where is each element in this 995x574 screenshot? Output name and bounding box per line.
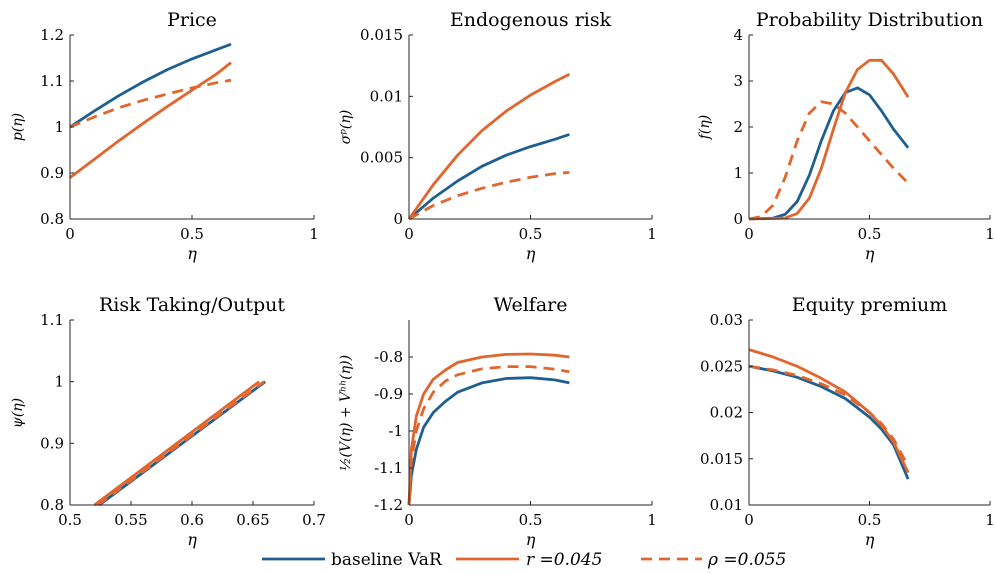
x-axis-label: η bbox=[526, 530, 536, 549]
legend-label-rho: ρ =0.055 bbox=[707, 550, 786, 570]
x-tick-label: 1 bbox=[647, 225, 657, 243]
x-tick-label: 1 bbox=[985, 511, 995, 529]
x-tick-label: 0.5 bbox=[858, 225, 882, 243]
y-tick-label: 0.9 bbox=[40, 164, 64, 182]
y-axis-label: σᵖ(η) bbox=[338, 110, 354, 144]
y-tick-label: 3 bbox=[733, 72, 743, 90]
y-tick-label: -0.8 bbox=[374, 348, 403, 366]
x-tick-label: 0 bbox=[404, 225, 414, 243]
y-axis-label: p(η) bbox=[10, 113, 26, 141]
series-line-baseline bbox=[408, 133, 570, 221]
panel-title: Endogenous risk bbox=[450, 9, 612, 31]
series-line-r bbox=[407, 352, 570, 506]
panel-6: 0 0.5 1 0.01 0.015 0.02 0.025 0.03 Equity premiu… bbox=[700, 294, 995, 549]
panel-5: 0 0.5 1 -1.2 -1.1 -1 -0.9 -0.8 Welfare η ½(V(η) + … bbox=[338, 294, 657, 549]
series-line-rho bbox=[408, 171, 570, 221]
y-tick-label: 2 bbox=[733, 118, 743, 136]
legend-label-r: r =0.045 bbox=[526, 550, 602, 570]
series-line-rho bbox=[748, 100, 910, 221]
x-tick-label: 0.55 bbox=[114, 511, 147, 529]
panel-title: Equity premium bbox=[792, 294, 948, 316]
panel-1: 0 0.5 1 0.8 0.9 1 1.1 1.2 Price η p(η) bbox=[10, 9, 319, 263]
y-tick-label: 0 bbox=[393, 210, 403, 228]
x-tick-label: 0.5 bbox=[519, 511, 543, 529]
panel-4: 0.5 0.55 0.6 0.65 0.7 0.8 0.9 1 1.1 Risk Taking/O… bbox=[10, 294, 326, 549]
series-line-baseline bbox=[98, 380, 267, 507]
y-tick-label: 0.015 bbox=[700, 450, 743, 468]
y-tick-label: 0.9 bbox=[40, 434, 64, 452]
y-tick-label: 0.01 bbox=[710, 496, 743, 514]
series-line-baseline bbox=[407, 376, 570, 506]
y-tick-label: 1 bbox=[54, 373, 64, 391]
panel-title: Price bbox=[167, 9, 217, 31]
x-tick-label: 0.5 bbox=[58, 511, 82, 529]
x-tick-label: 0.6 bbox=[180, 511, 204, 529]
y-axis-label: ½(V(η) + Vʰʰ(η)) bbox=[338, 355, 354, 471]
x-tick-label: 0 bbox=[65, 225, 75, 243]
x-tick-label: 0.5 bbox=[858, 511, 882, 529]
x-tick-label: 0.5 bbox=[519, 225, 543, 243]
legend: baseline VaR r =0.045 ρ =0.055 bbox=[262, 550, 786, 570]
y-tick-label: -1 bbox=[388, 422, 403, 440]
series-line-r bbox=[69, 61, 232, 179]
panel-title: Probability Distribution bbox=[756, 9, 983, 31]
y-axis-label: ψ(η) bbox=[10, 398, 26, 428]
y-tick-label: 0.8 bbox=[40, 210, 64, 228]
series-line-r bbox=[407, 73, 571, 220]
x-axis-label: η bbox=[187, 530, 197, 549]
series-line-baseline bbox=[69, 42, 232, 129]
x-tick-label: 0 bbox=[744, 225, 754, 243]
y-tick-label: 0.8 bbox=[40, 496, 64, 514]
x-tick-label: 0 bbox=[744, 511, 754, 529]
x-tick-label: 0.5 bbox=[180, 225, 204, 243]
y-tick-label: 0 bbox=[733, 210, 743, 228]
y-tick-label: 0.01 bbox=[370, 87, 403, 105]
series-line-r bbox=[748, 348, 910, 474]
series-line-rho bbox=[407, 365, 570, 506]
y-tick-label: 0.03 bbox=[710, 311, 743, 329]
panel-title: Risk Taking/Output bbox=[99, 294, 285, 316]
panel-3: 0 0.5 1 0 1 2 3 4 Probability Distribution η f(η) bbox=[697, 9, 995, 263]
x-tick-label: 1 bbox=[985, 225, 995, 243]
y-tick-label: 1.1 bbox=[40, 72, 64, 90]
x-tick-label: 0 bbox=[404, 511, 414, 529]
y-tick-label: 0.02 bbox=[710, 404, 743, 422]
x-axis-label: η bbox=[865, 530, 875, 549]
y-tick-label: -1.2 bbox=[374, 496, 403, 514]
legend-label-baseline: baseline VaR bbox=[331, 550, 443, 570]
x-tick-label: 0.7 bbox=[302, 511, 326, 529]
panel-title: Welfare bbox=[494, 294, 568, 316]
series-line-r bbox=[93, 380, 260, 507]
y-tick-label: 1.2 bbox=[40, 26, 64, 44]
y-tick-label: 1 bbox=[54, 118, 64, 136]
x-axis-label: η bbox=[526, 244, 536, 263]
y-axis-label: f(η) bbox=[697, 115, 713, 141]
y-tick-label: 0.025 bbox=[700, 357, 743, 375]
panel-2: 0 0.5 1 0 0.005 0.01 0.015 Endogenous risk η σᵖ(η… bbox=[338, 9, 657, 263]
y-tick-label: 1.1 bbox=[40, 311, 64, 329]
y-tick-label: -0.9 bbox=[374, 385, 403, 403]
x-tick-label: 1 bbox=[309, 225, 319, 243]
y-tick-label: 1 bbox=[733, 164, 743, 182]
x-axis-label: η bbox=[187, 244, 197, 263]
series-line-rho bbox=[69, 78, 232, 129]
y-tick-label: 0.005 bbox=[360, 149, 403, 167]
series-line-baseline bbox=[748, 364, 910, 480]
x-axis-label: η bbox=[865, 244, 875, 263]
y-tick-label: 4 bbox=[733, 26, 743, 44]
y-tick-label: -1.1 bbox=[374, 459, 403, 477]
series-line-r bbox=[748, 58, 910, 221]
x-tick-label: 0.65 bbox=[236, 511, 269, 529]
series-line-baseline bbox=[748, 86, 910, 221]
x-tick-label: 1 bbox=[647, 511, 657, 529]
y-tick-label: 0.015 bbox=[360, 26, 403, 44]
series-line-rho bbox=[97, 380, 265, 507]
